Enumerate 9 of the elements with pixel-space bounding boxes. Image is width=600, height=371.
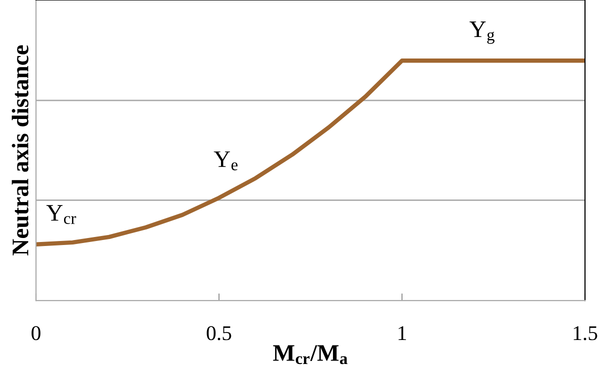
x-tick-label: 1 bbox=[398, 326, 406, 340]
annotation: Y$_{g}$ bbox=[470, 22, 494, 44]
annotation: Y$_{e}$ bbox=[214, 151, 238, 170]
x-tick-label: 0 bbox=[32, 326, 40, 340]
x-tick-label: 0.5 bbox=[206, 326, 232, 340]
y-axis-title: Neutral axis distance bbox=[12, 45, 28, 256]
annotation: Y$_{cr}$ bbox=[46, 205, 76, 224]
x-axis-title: M$_{cr}$/M$_{a}$ bbox=[273, 345, 348, 364]
x-tick-label: 1.5 bbox=[574, 326, 598, 340]
